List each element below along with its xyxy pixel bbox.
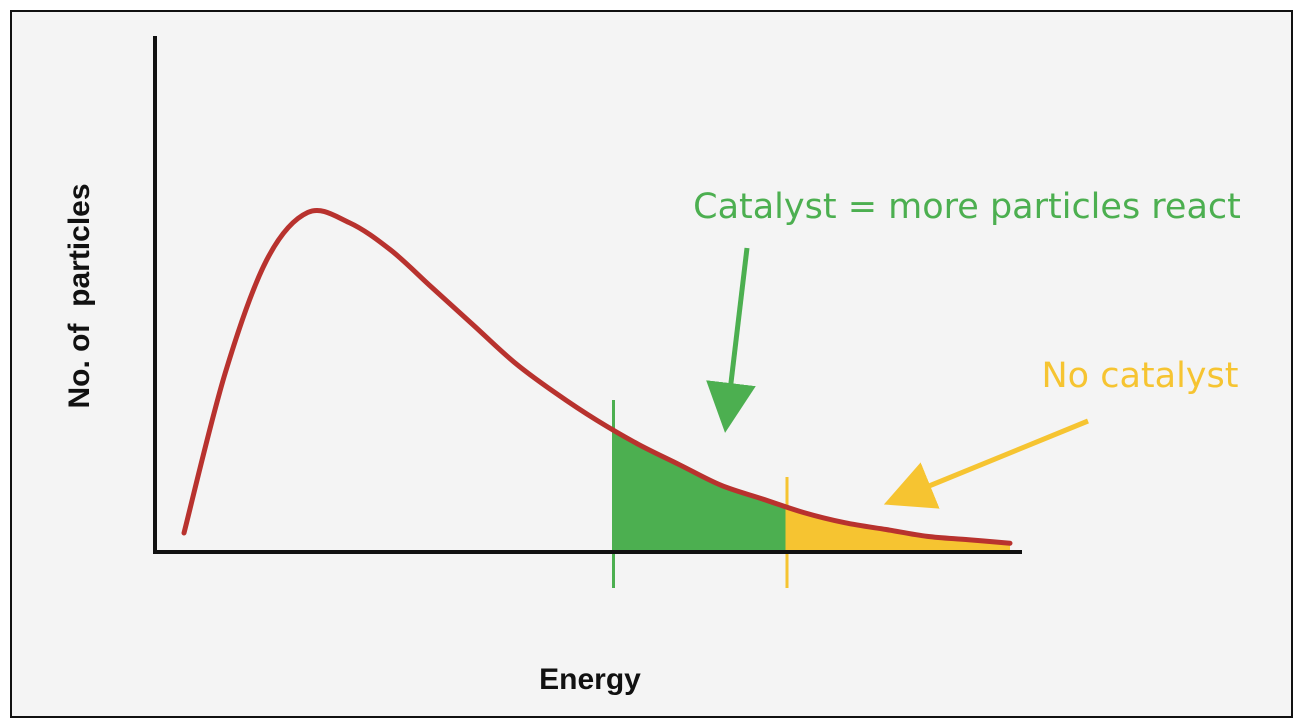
catalyst-shaded-region [613,430,787,550]
catalyst-annotation: Catalyst = more particles react [693,187,1241,227]
chart-svg: No. of particles Energy Catalyst = more … [63,36,1241,696]
distribution-curve [181,208,1013,546]
no-catalyst-arrow [883,418,1089,509]
y-axis-label: No. of particles [63,183,96,408]
no-catalyst-annotation: No catalyst [1042,356,1239,396]
chart-frame: No. of particles Energy Catalyst = more … [10,10,1293,718]
catalyst-arrow [706,247,756,433]
no-catalyst-shaded-region [787,507,1010,550]
x-axis-label: Energy [539,663,641,696]
shaded-regions [613,430,1010,550]
